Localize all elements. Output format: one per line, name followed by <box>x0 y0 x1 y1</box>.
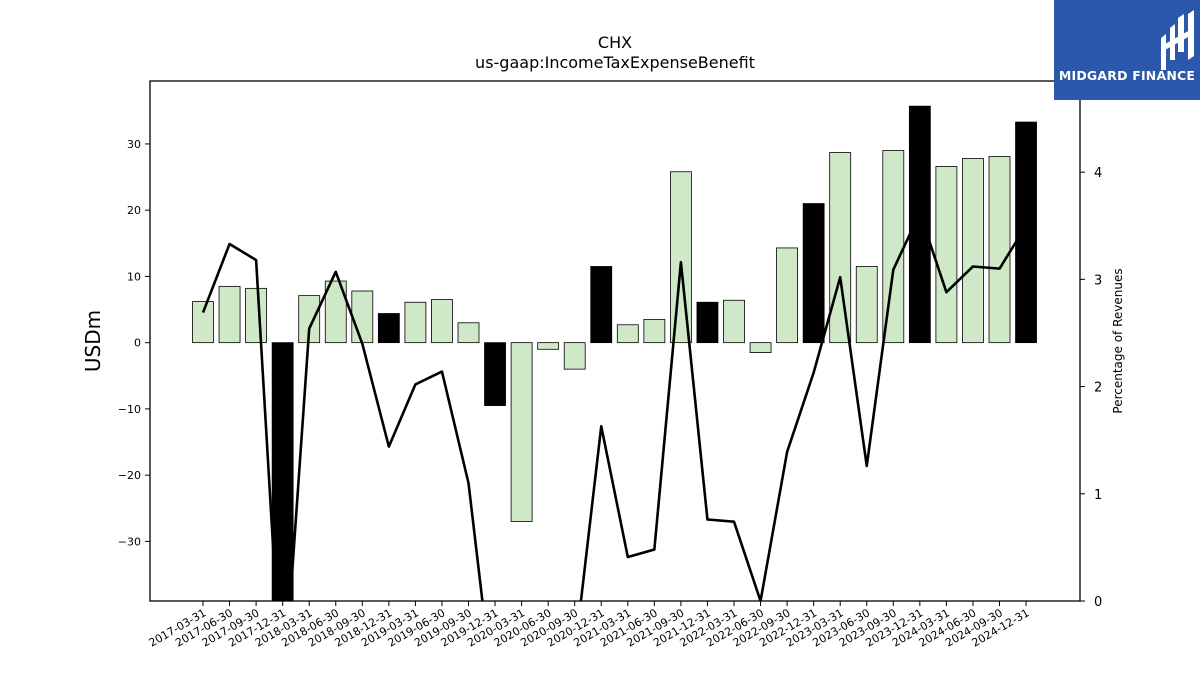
bar <box>484 342 506 406</box>
bar <box>696 301 719 344</box>
bar <box>404 301 427 344</box>
bar <box>351 290 374 344</box>
bar <box>510 342 533 522</box>
plot-frame <box>149 80 1081 602</box>
y2-tick-label: 3 <box>1094 273 1102 288</box>
y2-tick-label: 2 <box>1094 381 1102 396</box>
y-tick-label: 30 <box>127 138 141 151</box>
bar <box>218 285 241 344</box>
bar <box>616 324 639 344</box>
bar <box>377 313 400 344</box>
bar <box>431 299 453 344</box>
series-line <box>201 211 1028 601</box>
bar <box>1015 121 1037 344</box>
bar <box>192 301 214 344</box>
bar <box>723 299 745 344</box>
logo-mark-icon <box>1161 10 1194 70</box>
bar <box>537 342 560 350</box>
plot-area: −30−20−100102030012342017-03-312017-06-3… <box>118 105 1102 650</box>
bar <box>962 158 984 344</box>
bar <box>245 287 268 344</box>
logo-text: MIDGARD FINANCE <box>1058 68 1196 83</box>
bar <box>324 280 347 344</box>
bar <box>855 266 878 344</box>
y2-tick-label: 0 <box>1094 595 1102 610</box>
chart-subtitle: us-gaap:IncomeTaxExpenseBenefit <box>475 53 755 72</box>
y-tick-label: 20 <box>127 204 141 217</box>
bar <box>829 152 852 344</box>
bar <box>590 266 613 344</box>
y-tick-label: 0 <box>134 337 141 350</box>
bar <box>670 171 692 344</box>
bar <box>749 342 772 353</box>
bar <box>457 322 480 344</box>
bar <box>643 319 666 344</box>
bar <box>908 105 931 344</box>
y-tick-label: −20 <box>118 469 141 482</box>
y2-axis-label: Percentage of Revenues <box>1111 268 1125 413</box>
bar <box>776 247 798 344</box>
chart-title: CHX <box>598 33 632 52</box>
y2-tick-label: 4 <box>1094 166 1102 181</box>
y-axis-label: USDm <box>81 310 105 372</box>
brand-logo: MIDGARD FINANCE <box>1054 0 1200 100</box>
y2-tick-label: 1 <box>1094 488 1102 503</box>
bar <box>988 156 1011 344</box>
bar <box>563 342 586 370</box>
bar <box>802 203 825 344</box>
bar <box>882 150 905 344</box>
y-tick-label: −10 <box>118 403 141 416</box>
bar <box>935 166 958 344</box>
y-tick-label: 10 <box>127 270 141 283</box>
y-tick-label: −30 <box>118 535 141 548</box>
